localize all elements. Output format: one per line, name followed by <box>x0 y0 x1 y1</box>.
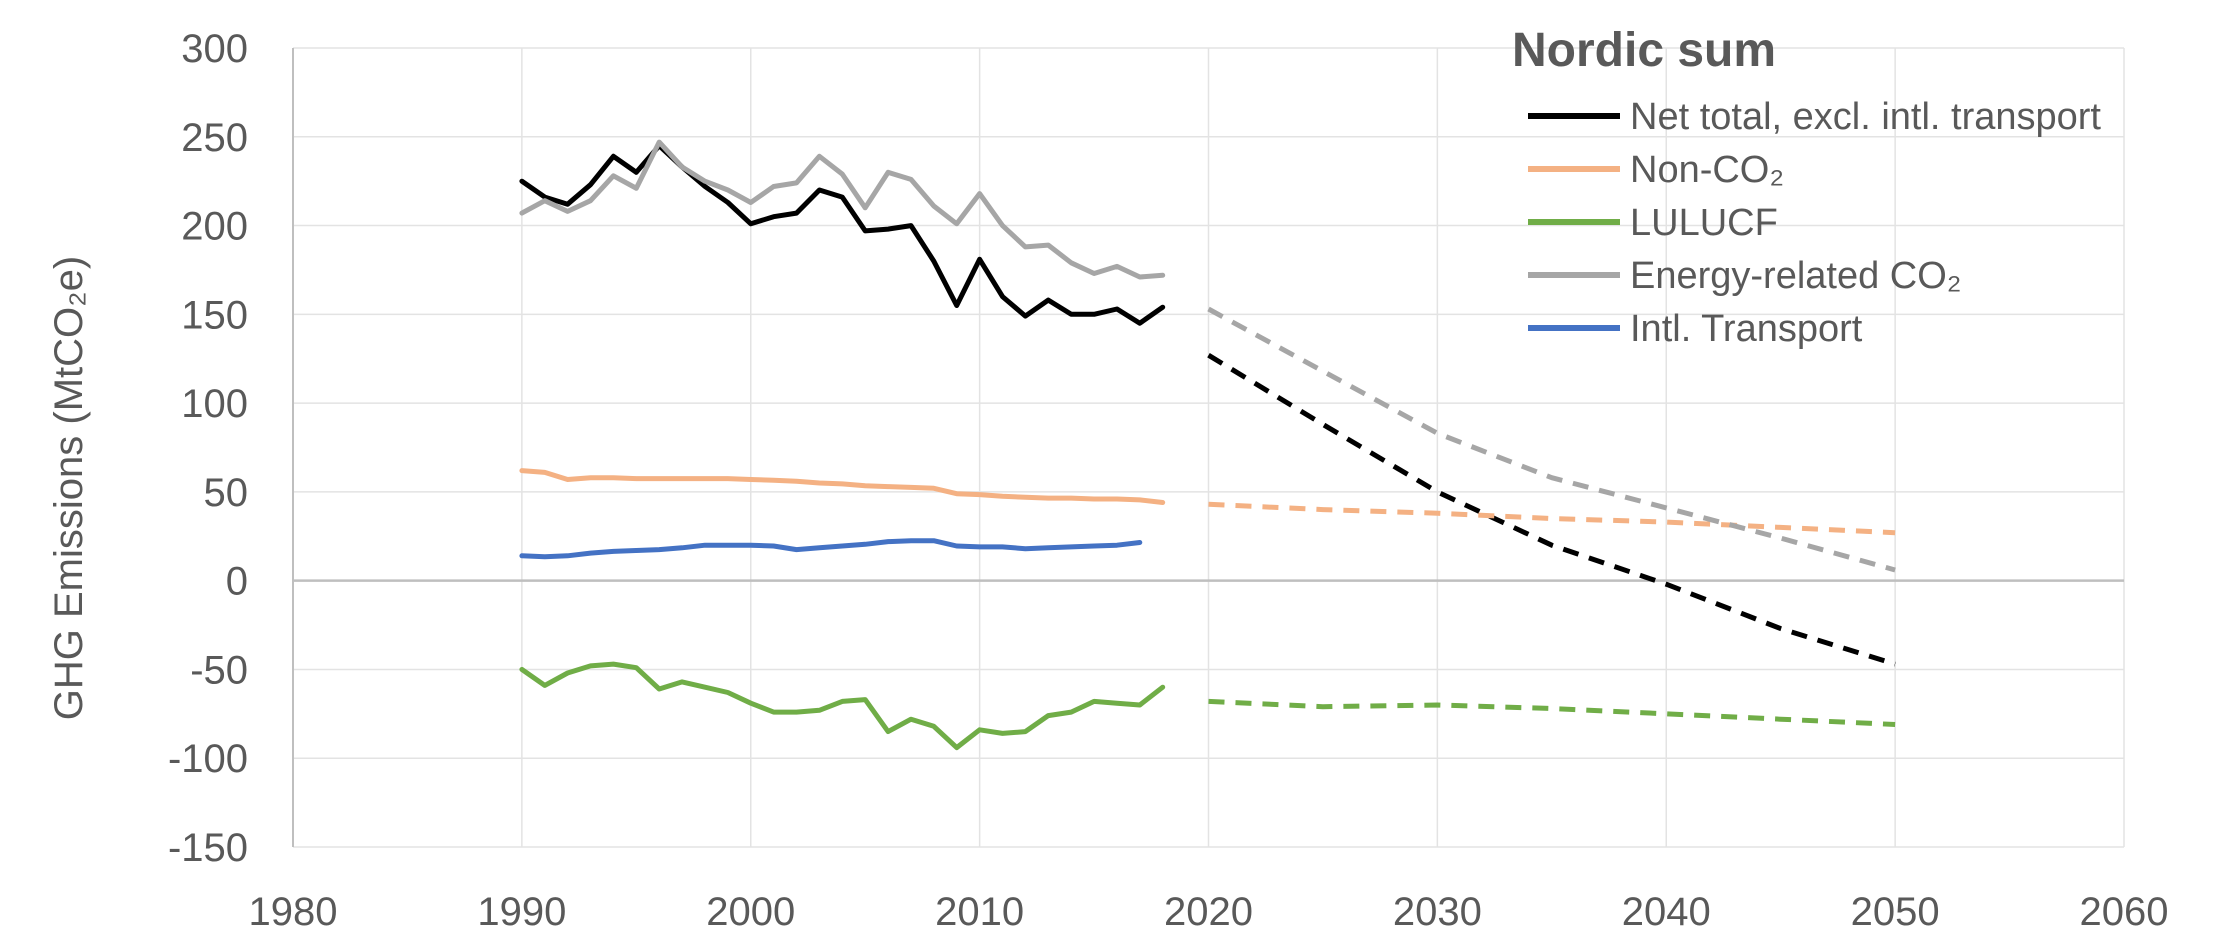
x-tick-label: 2020 <box>1164 890 1253 934</box>
y-tick-label: 0 <box>226 560 248 604</box>
x-tick-label: 2030 <box>1393 890 1482 934</box>
series-line-non-co <box>519 468 1166 505</box>
y-tick-label: -50 <box>190 648 248 692</box>
y-tick-label: 150 <box>181 293 248 337</box>
y-tick-label: -150 <box>168 826 248 870</box>
x-tick-label: 2010 <box>935 890 1024 934</box>
y-axis-tick-labels: 300 250 200 150 100 50 0 -50 -100 -150 <box>168 27 248 870</box>
series-projection-net-total-excl-intl-transport <box>1207 353 1896 667</box>
y-tick-label: 50 <box>204 471 249 515</box>
series-line-lulucf <box>519 661 1166 751</box>
y-tick-label: 200 <box>181 205 248 249</box>
series-line-intl-transport <box>519 538 1143 560</box>
series-lines <box>519 139 1896 751</box>
series-projection-non-co <box>1208 501 1896 536</box>
gridlines <box>292 47 2125 848</box>
x-tick-label: 2050 <box>1851 890 1940 934</box>
y-tick-label: 250 <box>181 116 248 160</box>
series-projection-lulucf <box>1208 698 1896 727</box>
legend: Nordic sum Net total, excl. intl. transp… <box>1512 24 2101 350</box>
series-line-net-total-excl-intl-transport <box>519 143 1166 326</box>
y-tick-label: -100 <box>168 737 248 781</box>
legend-label: Energy-related CO₂ <box>1630 255 1962 297</box>
x-tick-label: 1990 <box>477 890 566 934</box>
x-tick-label: 2000 <box>706 890 795 934</box>
legend-label: Net total, excl. intl. transport <box>1630 96 2101 138</box>
series-line-energy-related-co <box>519 139 1166 280</box>
zero-line <box>292 48 2124 847</box>
y-tick-label: 300 <box>181 27 248 71</box>
legend-label: Intl. Transport <box>1630 308 1863 350</box>
x-tick-label: 1980 <box>249 890 338 934</box>
y-tick-label: 100 <box>181 382 248 426</box>
legend-title: Nordic sum <box>1512 24 1776 77</box>
x-tick-label: 2040 <box>1622 890 1711 934</box>
series-projection-energy-related-co <box>1207 306 1896 573</box>
legend-label: LULUCF <box>1630 202 1778 244</box>
legend-label: Non-CO₂ <box>1630 149 1784 191</box>
x-tick-label: 2060 <box>2080 890 2169 934</box>
x-axis-tick-labels: 1980 1990 2000 2010 2020 2030 2040 2050 2060 <box>249 890 2169 934</box>
y-axis-title: GHG Emissions (MtCO₂e) <box>47 256 91 720</box>
